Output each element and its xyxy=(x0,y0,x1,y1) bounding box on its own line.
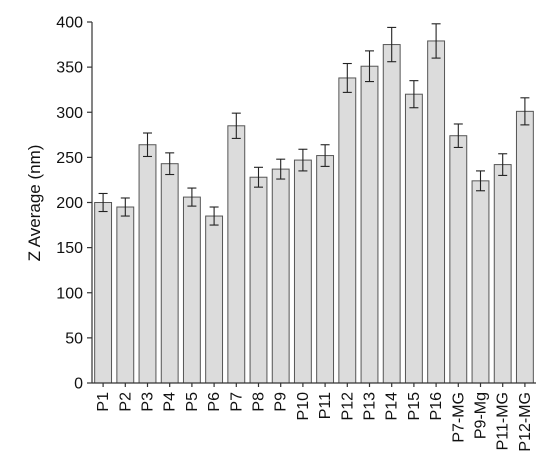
x-tick-label: P9-Mg xyxy=(473,392,490,439)
x-tick-label: P11-MG xyxy=(495,392,512,450)
error-bar-p7-mg xyxy=(453,123,463,148)
x-tick-label: P2 xyxy=(117,392,134,412)
error-bar-p7 xyxy=(231,112,241,139)
y-tick-label: 350 xyxy=(56,60,83,77)
x-axis: P1 P2 P3 P4 P5 P6 P7 P8 P9 P10 P11 P12 P13 P14 P15 P16 P… xyxy=(92,382,536,452)
error-bar-p12 xyxy=(342,62,352,93)
error-bar-p4 xyxy=(165,152,175,176)
x-tick-label: P3 xyxy=(140,392,157,412)
error-bar-p15 xyxy=(409,80,419,109)
bar-p4 xyxy=(160,163,179,384)
error-bar-p16 xyxy=(431,23,441,59)
bar-p8 xyxy=(249,176,268,384)
x-tick-label: P12-MG xyxy=(517,392,534,452)
y-tick-label: 400 xyxy=(56,15,83,32)
error-bar-p11 xyxy=(320,144,330,167)
bar-p7-mg xyxy=(449,135,468,384)
error-bar-p13 xyxy=(365,50,374,83)
x-tick-label: P1 xyxy=(95,392,112,412)
error-bar-p5 xyxy=(187,187,197,207)
bar-p13 xyxy=(360,65,379,384)
x-tick-label: P13 xyxy=(362,392,379,421)
y-tick-label: 50 xyxy=(65,330,83,347)
bar-p10 xyxy=(293,159,312,384)
y-tick-label: 300 xyxy=(56,105,83,122)
error-bar-p9 xyxy=(276,158,286,180)
x-tick-label: P10 xyxy=(295,392,312,421)
error-bar-p6 xyxy=(209,206,219,226)
bar-p6 xyxy=(205,215,224,384)
x-tick-label: P7 xyxy=(228,392,245,412)
bar-p11-mg xyxy=(493,164,512,384)
error-bar-p14 xyxy=(387,26,397,63)
error-bar-p11-mg xyxy=(498,153,508,176)
bar-p3 xyxy=(138,144,157,384)
x-tick-label: P4 xyxy=(162,392,179,412)
error-bar-p12-mg xyxy=(520,97,530,126)
y-tick-label: 200 xyxy=(56,195,83,212)
bar-p1 xyxy=(94,202,113,384)
error-bar-p3 xyxy=(143,132,152,158)
bar-p7 xyxy=(227,125,246,384)
x-tick-label: P14 xyxy=(384,392,401,421)
x-tick-label: P12 xyxy=(339,392,356,421)
y-tick-label: 150 xyxy=(56,240,83,257)
y-axis: 0 50 100 150 200 250 300 350 400 xyxy=(56,15,93,393)
error-bar-p10 xyxy=(298,148,308,172)
bar-p5 xyxy=(182,196,201,384)
bar-p12-mg xyxy=(515,110,534,384)
bar-p14 xyxy=(382,44,401,384)
bars xyxy=(94,23,534,384)
error-bar-p2 xyxy=(120,197,130,217)
bar-p12 xyxy=(338,77,357,384)
x-tick-label: P7-MG xyxy=(450,392,467,443)
x-tick-label: P5 xyxy=(184,392,201,412)
bar-p9-mg xyxy=(471,180,490,384)
bar-p11 xyxy=(316,155,335,384)
x-tick-label: P9 xyxy=(273,392,290,412)
x-tick-label: P15 xyxy=(406,392,423,421)
bar-p16 xyxy=(427,40,446,384)
y-tick-label: 0 xyxy=(74,376,83,393)
x-tick-label: P16 xyxy=(428,392,445,421)
y-tick-label: 250 xyxy=(56,150,83,167)
x-tick-label: P11 xyxy=(317,392,334,419)
bar-p15 xyxy=(404,93,423,384)
error-bar-p1 xyxy=(98,192,108,213)
error-bar-p9-mg xyxy=(476,170,485,192)
x-tick-label: P8 xyxy=(251,392,268,412)
x-tick-label: P6 xyxy=(206,392,223,412)
y-tick-label: 100 xyxy=(56,285,83,302)
bar-p2 xyxy=(116,206,135,384)
y-axis-title: Z Average (nm) xyxy=(25,145,44,262)
error-bar-p8 xyxy=(254,166,263,188)
bar-p9 xyxy=(271,168,290,384)
